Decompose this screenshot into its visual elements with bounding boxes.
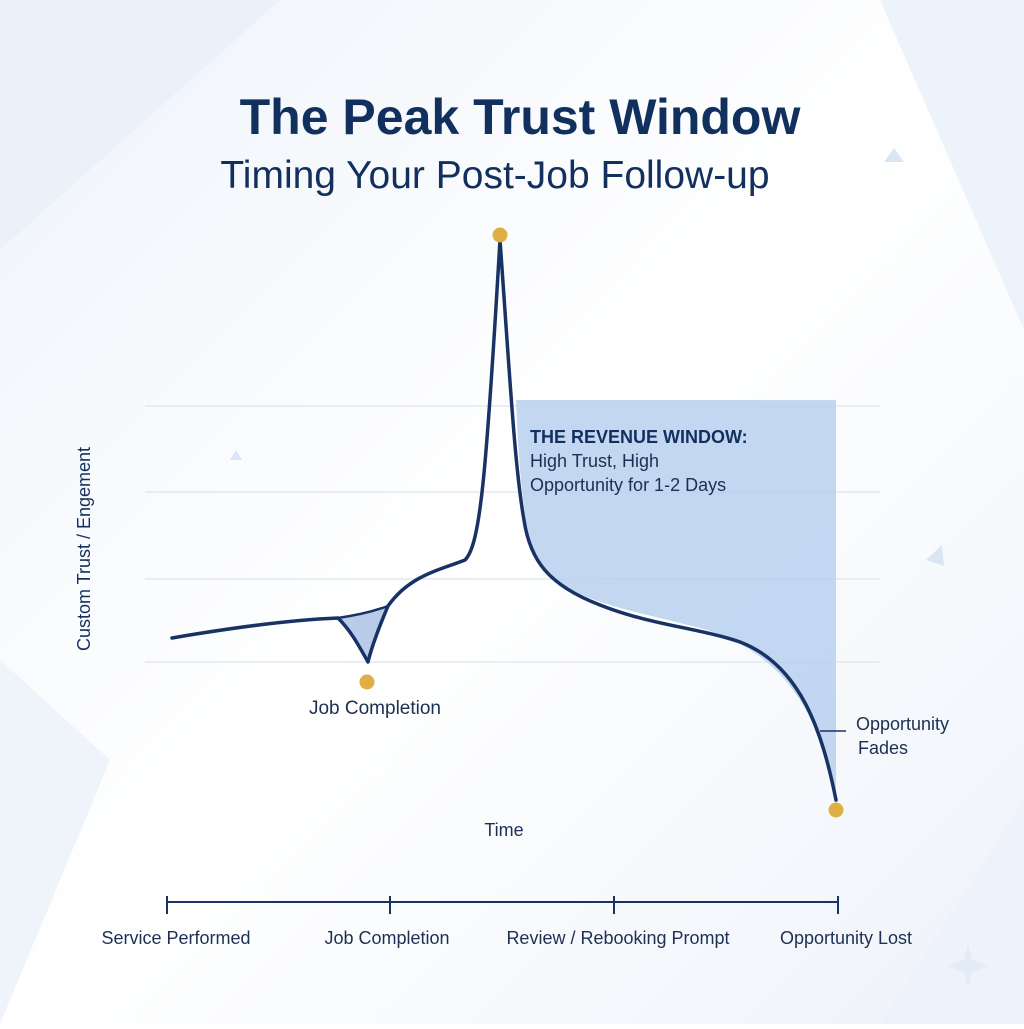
y-axis-label: Custom Trust / Engement <box>74 447 94 651</box>
page-title: The Peak Trust Window <box>240 89 801 145</box>
sparkle-icon <box>948 944 988 988</box>
background-facet-top-left <box>0 0 280 250</box>
timeline-stage-label: Job Completion <box>324 928 449 948</box>
peak-marker <box>492 227 508 243</box>
job-completion-label: Job Completion <box>309 698 441 719</box>
trust-curve-line <box>170 238 838 802</box>
background-facet-bottom-left <box>0 660 110 1024</box>
x-axis-label: Time <box>484 820 523 840</box>
timeline-stage-label: Opportunity Lost <box>780 928 912 948</box>
revenue-window-line-2: Opportunity for 1-2 Days <box>530 475 726 495</box>
triangle-decoration <box>926 545 944 566</box>
background-facet-bottom-right <box>880 800 1024 1024</box>
timeline-stage-label: Service Performed <box>101 928 250 948</box>
dip-shading <box>338 606 388 662</box>
revenue-window-title: THE REVENUE WINDOW: <box>530 427 748 447</box>
opportunity-fades-line-1: Opportunity <box>856 714 949 734</box>
triangle-decoration <box>884 148 904 162</box>
opportunity-fades-line-2: Fades <box>858 738 908 758</box>
opportunity-lost-marker <box>828 802 844 818</box>
timeline-stage-label: Review / Rebooking Prompt <box>506 928 729 948</box>
job-completion-marker <box>359 674 375 690</box>
page-subtitle: Timing Your Post-Job Follow-up <box>220 154 769 197</box>
background-facet-top-right <box>880 0 1024 330</box>
triangle-decoration <box>230 450 242 460</box>
revenue-window-line-1: High Trust, High <box>530 451 659 471</box>
revenue-window-region <box>516 400 836 800</box>
dip-upper-edge <box>337 604 389 620</box>
